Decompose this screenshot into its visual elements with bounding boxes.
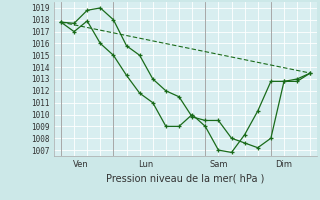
Text: Sam: Sam [209, 160, 228, 169]
Text: Dim: Dim [276, 160, 292, 169]
Text: Lun: Lun [139, 160, 154, 169]
Text: Ven: Ven [73, 160, 89, 169]
Text: Pression niveau de la mer( hPa ): Pression niveau de la mer( hPa ) [107, 174, 265, 184]
